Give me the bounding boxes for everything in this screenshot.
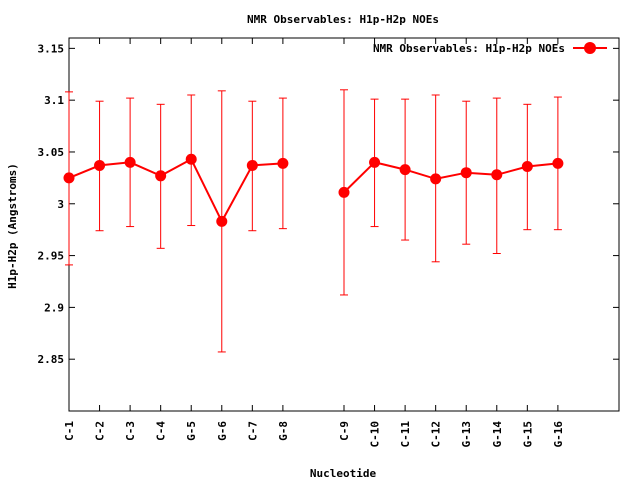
- x-tick-label: G-8: [277, 421, 290, 441]
- legend-marker: [584, 42, 596, 54]
- y-tick-label: 3.1: [44, 94, 64, 107]
- data-point: [155, 170, 167, 182]
- y-tick-label: 2.95: [38, 250, 65, 263]
- x-axis-label: Nucleotide: [310, 467, 377, 480]
- data-point: [277, 157, 289, 169]
- data-point: [491, 169, 503, 181]
- data-point: [369, 156, 381, 168]
- y-axis-label: H1p-H2p (Angstroms): [6, 163, 19, 289]
- x-tick-label: G-6: [216, 421, 229, 441]
- x-tick-label: C-12: [430, 421, 443, 448]
- legend-label: NMR Observables: H1p-H2p NOEs: [373, 42, 565, 55]
- data-point: [430, 173, 442, 185]
- plot-area: [63, 89, 564, 353]
- data-point: [185, 153, 197, 165]
- y-tick-label: 2.9: [44, 301, 64, 314]
- x-tick-label: C-10: [369, 421, 382, 448]
- x-tick-label: C-4: [155, 421, 168, 441]
- y-tick-label: 3.05: [38, 146, 65, 159]
- data-point: [399, 164, 411, 176]
- data-point: [521, 160, 533, 172]
- y-tick-label: 3: [57, 198, 64, 211]
- x-tick-label: C-7: [246, 421, 259, 441]
- x-tick-label: G-15: [521, 421, 534, 448]
- data-point: [338, 186, 350, 198]
- x-tick-label: G-5: [185, 421, 198, 441]
- data-point: [216, 215, 228, 227]
- x-tick-label: C-9: [338, 421, 351, 441]
- x-axis: C-1 C-2 C-3 C-4 G-5 G-6 C-7 G-8 C-9 C-10 C-11 C-12 G…: [63, 38, 565, 448]
- x-tick-label: C-11: [399, 421, 412, 448]
- chart-title: NMR Observables: H1p-H2p NOEs: [247, 13, 439, 26]
- y-tick-label: 2.85: [38, 353, 65, 366]
- x-tick-label: G-13: [460, 421, 473, 448]
- data-point: [63, 172, 75, 184]
- data-point: [94, 159, 106, 171]
- x-tick-label: G-14: [491, 421, 504, 448]
- x-tick-label: G-16: [552, 421, 565, 448]
- y-axis: 2.85 2.9 2.95 3 3.05 3.1 3.15: [38, 42, 619, 366]
- data-point: [124, 156, 136, 168]
- x-tick-label: C-3: [124, 421, 137, 441]
- y-tick-label: 3.15: [38, 42, 65, 55]
- legend: NMR Observables: H1p-H2p NOEs: [373, 42, 607, 55]
- data-point: [246, 159, 258, 171]
- x-tick-label: C-2: [94, 421, 107, 441]
- data-point: [552, 157, 564, 169]
- x-tick-label: C-1: [63, 421, 76, 441]
- data-point: [460, 167, 472, 179]
